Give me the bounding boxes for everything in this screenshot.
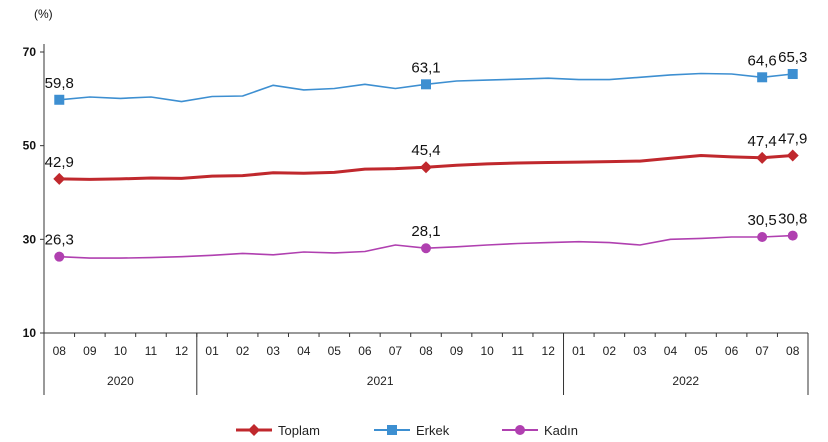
y-axis-unit-label: (%)	[34, 7, 53, 21]
x-tick-label: 06	[358, 344, 372, 358]
x-tick-label: 06	[725, 344, 739, 358]
legend-item: Erkek	[374, 423, 450, 438]
data-label: 63,1	[411, 59, 440, 76]
data-label: 30,5	[748, 212, 777, 229]
x-tick-label: 04	[297, 344, 311, 358]
year-label: 2020	[107, 374, 134, 388]
series-erkek	[54, 69, 798, 105]
x-tick-label: 08	[419, 344, 433, 358]
data-point	[420, 161, 432, 174]
x-tick-label: 01	[205, 344, 219, 358]
data-point	[54, 94, 65, 105]
data-point	[757, 72, 768, 83]
x-tick-label: 05	[328, 344, 342, 358]
data-label: 42,9	[45, 154, 74, 171]
data-point	[387, 425, 397, 435]
x-tick-label: 04	[664, 344, 678, 358]
data-point	[787, 69, 798, 80]
series-kadn	[54, 230, 798, 262]
legend-item: Kadın	[502, 423, 578, 438]
data-label: 30,8	[778, 211, 807, 228]
axes: 10 30 50 70 08 09 10 11 12 01 02 03 04 05 06 07 08 09 10 11…	[23, 44, 809, 395]
data-point	[757, 231, 768, 242]
y-tick-label: 50	[23, 139, 37, 153]
x-tick-label: 09	[83, 344, 97, 358]
x-tick-label: 07	[389, 344, 403, 358]
data-label: 26,3	[45, 232, 74, 249]
legend-label: Toplam	[278, 423, 320, 438]
x-tick-label: 03	[267, 344, 281, 358]
legend: Toplam Erkek Kadın	[236, 423, 578, 438]
data-point	[54, 251, 65, 262]
x-tick-label: 01	[572, 344, 586, 358]
x-tick-label: 03	[633, 344, 647, 358]
data-label: 65,3	[778, 49, 807, 66]
y-tick-label: 30	[23, 232, 37, 246]
data-point	[515, 425, 525, 435]
x-tick-label: 11	[145, 344, 158, 358]
x-tick-label: 10	[114, 344, 128, 358]
data-label: 47,9	[778, 131, 807, 148]
data-point	[421, 243, 431, 254]
data-label: 47,4	[748, 133, 777, 150]
x-tick-label: 02	[236, 344, 250, 358]
data-label: 59,8	[45, 75, 74, 92]
x-tick-label: 08	[53, 344, 67, 358]
x-tick-label: 09	[450, 344, 464, 358]
y-tick-label: 10	[23, 326, 37, 340]
year-label: 2021	[367, 374, 394, 388]
data-label: 28,1	[411, 223, 440, 240]
data-point	[53, 172, 66, 185]
x-tick-label: 02	[603, 344, 617, 358]
legend-label: Erkek	[416, 423, 450, 438]
data-labels: 42,9 45,4 47,4 47,9 59,8 63,1 64,6 65,3 26,3 28,1…	[45, 49, 808, 249]
x-tick-label: 05	[694, 344, 708, 358]
legend-label: Kadın	[544, 423, 578, 438]
x-tick-label: 12	[542, 344, 556, 358]
x-tick-label: 12	[175, 344, 189, 358]
x-tick-label: 08	[786, 344, 800, 358]
data-point	[787, 230, 798, 241]
data-point	[421, 79, 431, 90]
x-tick-label: 10	[480, 344, 494, 358]
x-tick-label: 11	[511, 344, 524, 358]
data-point	[756, 151, 769, 164]
data-point	[248, 424, 260, 436]
data-label: 45,4	[411, 142, 440, 159]
year-label: 2022	[672, 374, 699, 388]
series-layer	[53, 69, 799, 262]
x-tick-label: 07	[755, 344, 769, 358]
series-toplam	[53, 149, 799, 185]
data-label: 64,6	[748, 52, 777, 69]
data-point	[786, 149, 799, 162]
y-tick-label: 70	[23, 45, 37, 59]
legend-item: Toplam	[236, 423, 320, 438]
